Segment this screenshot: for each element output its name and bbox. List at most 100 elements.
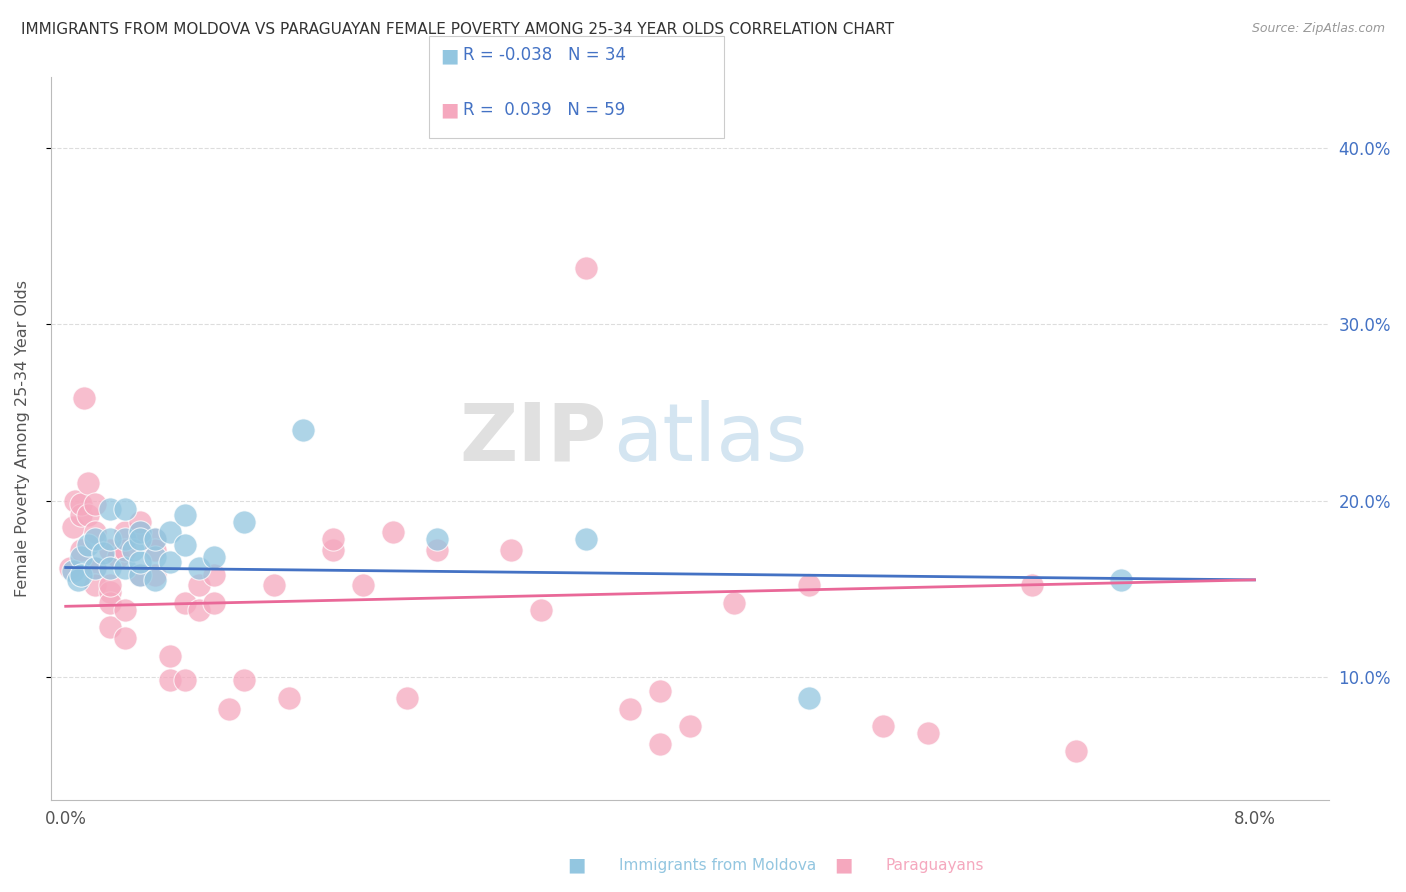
Point bbox=[202, 549, 225, 564]
Point bbox=[648, 737, 671, 751]
Point bbox=[62, 564, 84, 578]
Point bbox=[1064, 744, 1087, 758]
Point bbox=[159, 673, 181, 688]
Point bbox=[173, 508, 195, 522]
Point bbox=[159, 525, 181, 540]
Point bbox=[84, 525, 107, 540]
Point bbox=[114, 502, 136, 516]
Point bbox=[575, 260, 598, 275]
Point bbox=[77, 508, 100, 522]
Point bbox=[129, 567, 152, 582]
Point bbox=[426, 533, 449, 547]
Text: ■: ■ bbox=[440, 101, 458, 120]
Point bbox=[69, 508, 91, 522]
Point bbox=[679, 719, 702, 733]
Point bbox=[84, 560, 107, 574]
Text: ZIP: ZIP bbox=[460, 400, 607, 478]
Point bbox=[159, 648, 181, 663]
Point bbox=[1109, 573, 1132, 587]
Text: Paraguayans: Paraguayans bbox=[886, 858, 984, 872]
Text: ■: ■ bbox=[440, 46, 458, 65]
Point bbox=[69, 542, 91, 557]
Point bbox=[84, 578, 107, 592]
Text: Source: ZipAtlas.com: Source: ZipAtlas.com bbox=[1251, 22, 1385, 36]
Point bbox=[173, 596, 195, 610]
Point bbox=[396, 690, 419, 705]
Point bbox=[1021, 578, 1043, 592]
Point bbox=[173, 673, 195, 688]
Point bbox=[84, 533, 107, 547]
Point bbox=[77, 475, 100, 490]
Point bbox=[107, 549, 129, 564]
Point bbox=[352, 578, 374, 592]
Point bbox=[129, 567, 152, 582]
Point bbox=[292, 423, 315, 437]
Point bbox=[84, 497, 107, 511]
Point bbox=[72, 392, 94, 406]
Point bbox=[59, 560, 82, 574]
Text: ■: ■ bbox=[567, 855, 586, 875]
Point bbox=[233, 515, 256, 529]
Point bbox=[530, 603, 553, 617]
Point bbox=[114, 603, 136, 617]
Point bbox=[322, 542, 344, 557]
Point bbox=[648, 684, 671, 698]
Point bbox=[218, 701, 240, 715]
Point bbox=[114, 631, 136, 645]
Point bbox=[98, 542, 121, 557]
Point bbox=[575, 533, 598, 547]
Point bbox=[98, 620, 121, 634]
Point bbox=[114, 533, 136, 547]
Point bbox=[723, 596, 745, 610]
Point bbox=[322, 533, 344, 547]
Point bbox=[188, 603, 211, 617]
Point bbox=[159, 555, 181, 569]
Point bbox=[77, 538, 100, 552]
Text: R =  0.039   N = 59: R = 0.039 N = 59 bbox=[463, 101, 624, 119]
Point bbox=[797, 690, 820, 705]
Point bbox=[233, 673, 256, 688]
Point bbox=[98, 560, 121, 574]
Text: atlas: atlas bbox=[613, 400, 807, 478]
Point bbox=[917, 726, 939, 740]
Point bbox=[84, 560, 107, 574]
Point bbox=[62, 520, 84, 534]
Point bbox=[797, 578, 820, 592]
Point bbox=[69, 549, 91, 564]
Point bbox=[173, 538, 195, 552]
Text: R = -0.038   N = 34: R = -0.038 N = 34 bbox=[463, 46, 626, 64]
Point bbox=[143, 533, 166, 547]
Point bbox=[129, 525, 152, 540]
Point bbox=[143, 533, 166, 547]
Point bbox=[501, 542, 523, 557]
Point bbox=[263, 578, 285, 592]
Point bbox=[143, 542, 166, 557]
Point bbox=[143, 567, 166, 582]
Point bbox=[426, 542, 449, 557]
Point bbox=[202, 567, 225, 582]
Point bbox=[129, 533, 152, 547]
Point bbox=[63, 493, 86, 508]
Point bbox=[872, 719, 894, 733]
Point bbox=[619, 701, 641, 715]
Point bbox=[66, 573, 89, 587]
Point bbox=[143, 573, 166, 587]
Point bbox=[98, 533, 121, 547]
Point bbox=[114, 560, 136, 574]
Text: IMMIGRANTS FROM MOLDOVA VS PARAGUAYAN FEMALE POVERTY AMONG 25-34 YEAR OLDS CORRE: IMMIGRANTS FROM MOLDOVA VS PARAGUAYAN FE… bbox=[21, 22, 894, 37]
Point bbox=[143, 549, 166, 564]
Point bbox=[188, 578, 211, 592]
Text: Immigrants from Moldova: Immigrants from Moldova bbox=[619, 858, 815, 872]
Point bbox=[98, 585, 121, 599]
Point bbox=[114, 542, 136, 557]
Point bbox=[129, 515, 152, 529]
Point bbox=[121, 542, 143, 557]
Text: ■: ■ bbox=[834, 855, 853, 875]
Point bbox=[114, 525, 136, 540]
Point bbox=[277, 690, 299, 705]
Point bbox=[129, 525, 152, 540]
Point bbox=[129, 555, 152, 569]
Point bbox=[69, 497, 91, 511]
Point bbox=[381, 525, 404, 540]
Point bbox=[98, 502, 121, 516]
